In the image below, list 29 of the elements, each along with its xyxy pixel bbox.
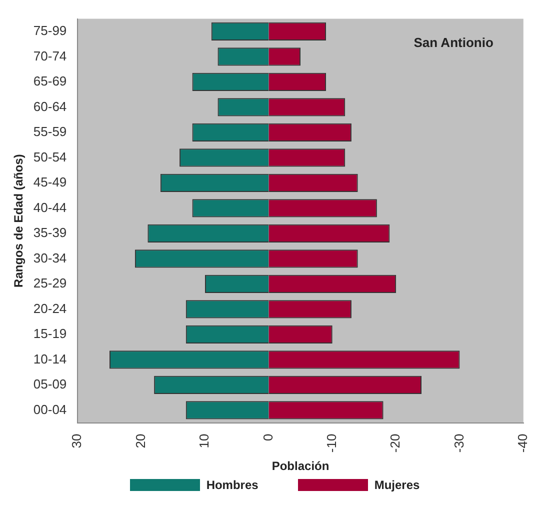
y-axis-title: Rangos de Edad (años) — [12, 154, 26, 288]
y-tick-label: 55-59 — [33, 124, 67, 140]
y-tick-label: 35-39 — [33, 225, 67, 240]
y-tick-label: 60-64 — [33, 98, 67, 114]
y-tick-label: 50-54 — [33, 149, 67, 164]
y-tick-label: 25-29 — [33, 276, 67, 291]
y-tick-label: 20-24 — [33, 300, 67, 316]
text: Hombres — [206, 478, 258, 492]
y-tick-label: 05-09 — [33, 376, 67, 392]
x-tick-label: -30 — [451, 434, 466, 453]
x-tick-label: 30 — [69, 434, 84, 448]
x-axis-title: Población — [272, 459, 330, 474]
x-tick-label: 0 — [260, 434, 276, 442]
y-tick-label: 30-34 — [33, 250, 67, 266]
y-tick-label: 70-74 — [33, 48, 67, 64]
y-tick-label: 65-69 — [33, 74, 67, 89]
y-tick-label: 15-19 — [33, 326, 67, 342]
x-tick-label: -20 — [388, 434, 403, 453]
annotation: San Antionio — [414, 34, 494, 50]
y-tick-label: 00-04 — [33, 402, 67, 417]
y-tick-label: 40-44 — [33, 200, 67, 215]
x-tick-label: 20 — [132, 434, 148, 448]
y-tick-label: 45-49 — [33, 174, 67, 190]
text: Mujeres — [374, 478, 420, 492]
x-tick-label: 10 — [196, 434, 212, 448]
x-tick-label: -40 — [514, 434, 530, 453]
y-tick-label: 10-14 — [33, 351, 67, 366]
y-tick-label: 75-99 — [33, 23, 67, 38]
x-tick-label: -10 — [324, 434, 339, 453]
